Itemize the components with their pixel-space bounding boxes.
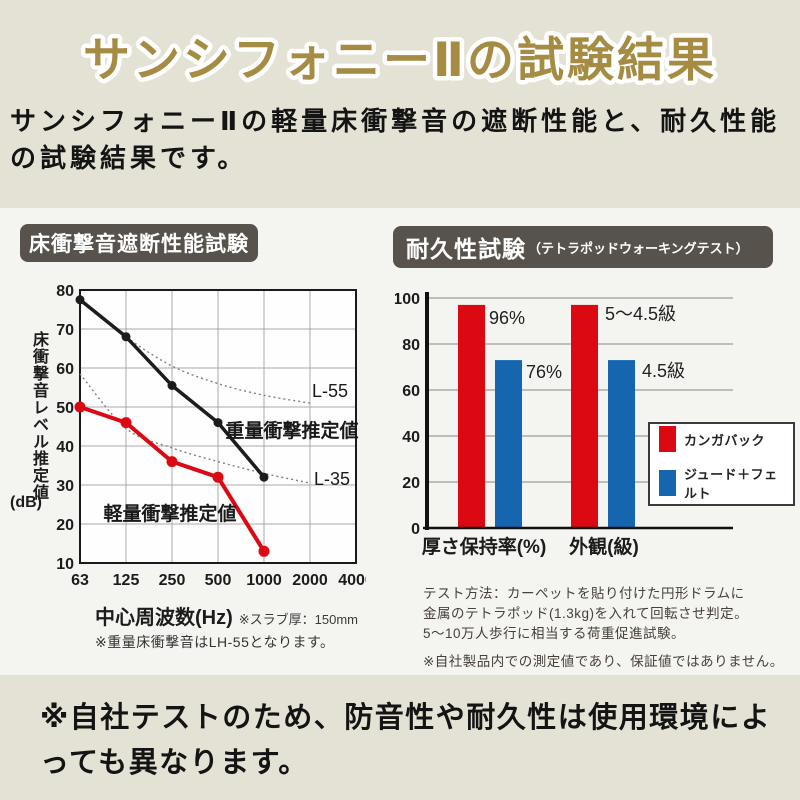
category-label: 厚さ保持率(%) xyxy=(422,535,547,558)
right-chart-badge: 耐久性試験 （テトラポッドウォーキングテスト） xyxy=(393,226,773,268)
y-tick-label: 60 xyxy=(56,361,74,378)
legend-label-jute-felt: ジュード＋フェルト xyxy=(684,467,778,501)
page-footer-note: ※自社テストのため、防音性や耐久性は使用環境によ っても異なります。 xyxy=(40,696,780,786)
y-tick-label: 20 xyxy=(56,517,74,534)
y-tick-label: 80 xyxy=(402,337,420,354)
y-tick-label: 80 xyxy=(56,283,74,300)
legend-swatch-blue xyxy=(659,470,676,496)
y-tick-label: 100 xyxy=(395,291,420,308)
left-chart-badge-label: 床衝撃音遮断性能試験 xyxy=(29,233,249,256)
bar-value-label: 96% xyxy=(489,308,525,328)
y-tick-label: 60 xyxy=(402,383,420,400)
test-method-line-3: 5〜10万人歩行に相当する荷重促進試験。 xyxy=(423,626,686,641)
test-method-line-2: 金属のテトラポッド(1.3kg)を入れて回転させ判定。 xyxy=(423,606,749,621)
series-marker-軽量衝撃推定値 xyxy=(120,417,132,429)
line-chart-x-axis-label: 中心周波数(Hz) xyxy=(95,607,233,629)
line-chart-y-axis-label: 床衝撃音レベル推定値 xyxy=(30,331,47,501)
series-label-軽量衝撃推定値: 軽量衝撃推定値 xyxy=(103,502,236,525)
y-tick-label: 0 xyxy=(411,521,420,538)
category-label: 外観(級) xyxy=(569,535,639,558)
series-marker-重量衝撃推定値 xyxy=(213,418,223,428)
y-tick-label: 50 xyxy=(56,400,74,417)
right-chart-badge-title: 耐久性試験 xyxy=(406,236,526,262)
left-chart-badge: 床衝撃音遮断性能試験 xyxy=(20,224,258,262)
test-method-text: テスト方法：カーペットを貼り付けた円形ドラムに 金属のテトラポッド(1.3kg)… xyxy=(423,584,793,644)
series-label-重量衝撃推定値: 重量衝撃推定値 xyxy=(225,419,358,442)
series-marker-重量衝撃推定値 xyxy=(121,332,131,342)
page-title-text: サンシフォニーⅡの試験結果 xyxy=(83,33,717,86)
bar-value-label: 5〜4.5級 xyxy=(605,304,676,324)
series-marker-軽量衝撃推定値 xyxy=(212,471,224,483)
y-tick-label: 20 xyxy=(402,475,420,492)
bar-カンガバック-厚さ保持率(%) xyxy=(458,304,485,528)
subtitle-line-1: サンシフォニーⅡの軽量床衝撃音の遮断性能と、耐久性能 xyxy=(10,106,781,136)
footer-line-1: ※自社テストのため、防音性や耐久性は使用環境によ xyxy=(40,702,772,734)
subtitle-line-2: の試験結果です。 xyxy=(10,143,248,173)
bar-カンガバック-外観(級) xyxy=(571,304,598,528)
bar-chart-legend: カンガバック ジュード＋フェルト xyxy=(648,422,795,506)
series-marker-重量衝撃推定値 xyxy=(75,295,85,305)
y-tick-label: 40 xyxy=(56,439,74,456)
test-method-line-1: テスト方法：カーペットを貼り付けた円形ドラムに xyxy=(423,586,745,601)
y-tick-label: 40 xyxy=(402,429,420,446)
bar-value-label: 4.5級 xyxy=(642,361,685,381)
legend-row-kangaback: カンガバック xyxy=(659,426,784,452)
line-chart-y-axis-unit: (dB) xyxy=(10,494,42,511)
y-tick-label: 10 xyxy=(56,556,74,573)
legend-row-jute-felt: ジュード＋フェルト xyxy=(659,464,784,502)
series-label-L-35: L-35 xyxy=(314,469,350,489)
x-tick-label: 500 xyxy=(205,572,232,589)
bar-value-label: 76% xyxy=(526,362,562,382)
right-chart-badge-subtitle: （テトラポッドウォーキングテスト） xyxy=(528,240,749,256)
y-tick-label: 70 xyxy=(56,322,74,339)
footer-line-2: っても異なります。 xyxy=(40,747,309,779)
x-tick-label: 125 xyxy=(113,572,140,589)
series-marker-軽量衝撃推定値 xyxy=(74,401,86,413)
y-tick-label: 30 xyxy=(56,478,74,495)
x-tick-label: 2000 xyxy=(292,572,328,589)
x-tick-label: 1000 xyxy=(246,572,282,589)
series-marker-軽量衝撃推定値 xyxy=(166,456,178,468)
measurement-disclaimer: ※自社製品内での測定値であり、保証値ではありません。 xyxy=(423,654,784,669)
page-title: サンシフォニーⅡの試験結果 xyxy=(79,29,719,91)
series-marker-軽量衝撃推定値 xyxy=(258,545,270,557)
x-tick-label: 250 xyxy=(159,572,186,589)
plot-border xyxy=(79,289,357,564)
series-marker-重量衝撃推定値 xyxy=(259,472,269,482)
bar-ジュード＋フェルト-厚さ保持率(%) xyxy=(495,360,522,528)
line-chart-x-axis-note: ※スラブ厚：150mm xyxy=(238,612,359,627)
series-label-L-55: L-55 xyxy=(312,381,348,401)
x-tick-label: 4000 xyxy=(338,572,366,589)
page-subtitle: サンシフォニーⅡの軽量床衝撃音の遮断性能と、耐久性能 の試験結果です。 xyxy=(10,103,796,177)
line-chart-x-axis: 中心周波数(Hz) ※スラブ厚：150mm xyxy=(95,601,358,630)
x-tick-label: 63 xyxy=(71,572,89,589)
series-marker-重量衝撃推定値 xyxy=(167,381,177,390)
legend-swatch-red xyxy=(659,426,676,452)
line-chart-footnote: ※重量床衝撃音はLH-55となります。 xyxy=(95,634,335,650)
legend-label-kangaback: カンガバック xyxy=(684,432,766,448)
bar-ジュード＋フェルト-外観(級) xyxy=(608,360,635,528)
